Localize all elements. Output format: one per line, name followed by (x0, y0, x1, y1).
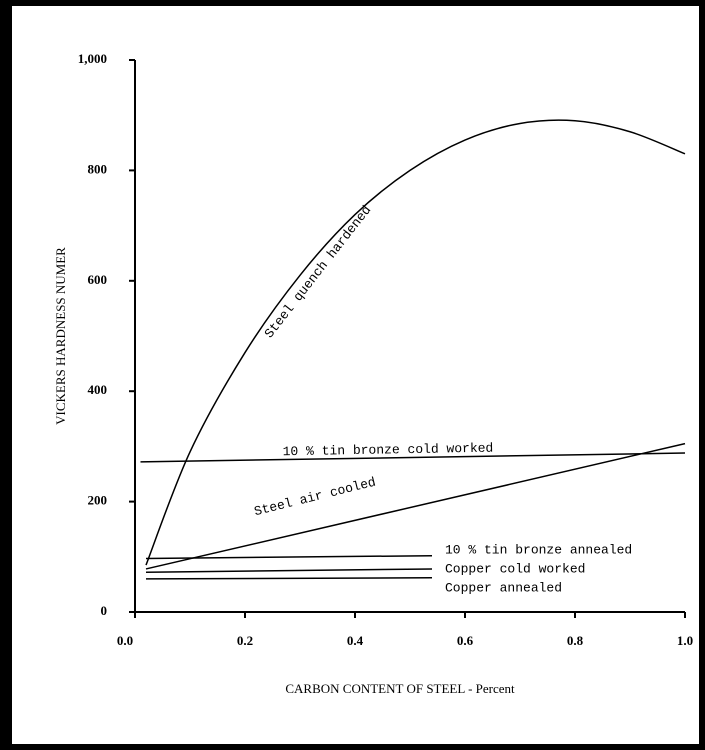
series-line (145, 577, 433, 580)
y-axis-label: VICKERS HARDNESS NUMER (53, 247, 68, 425)
y-tick-label: 800 (88, 161, 108, 176)
x-tick-label: 0.8 (567, 633, 584, 648)
series-line (140, 452, 686, 463)
y-tick-label: 200 (88, 493, 108, 508)
x-axis-label: CARBON CONTENT OF STEEL - Percent (285, 681, 515, 696)
y-tick-label: 600 (88, 272, 108, 287)
series-label: 10 % tin bronze annealed (445, 542, 632, 557)
frame-left (2, 2, 12, 748)
series-line (145, 554, 433, 560)
series-label: Copper cold worked (445, 561, 585, 576)
x-tick-label: 1.0 (677, 633, 693, 648)
series-line (145, 568, 433, 574)
series-label: 10 % tin bronze cold worked (283, 441, 494, 460)
y-tick-label: 400 (88, 382, 108, 397)
y-tick-label: 1,000 (78, 51, 107, 66)
y-tick-label: 0 (101, 603, 108, 618)
x-tick-label: 0.6 (457, 633, 474, 648)
x-tick-label: 0.0 (117, 633, 133, 648)
x-tick-label: 0.4 (347, 633, 364, 648)
series-line (145, 119, 686, 566)
x-tick-label: 0.2 (237, 633, 253, 648)
series-label: Copper annealed (445, 580, 562, 595)
series-line (145, 442, 686, 570)
